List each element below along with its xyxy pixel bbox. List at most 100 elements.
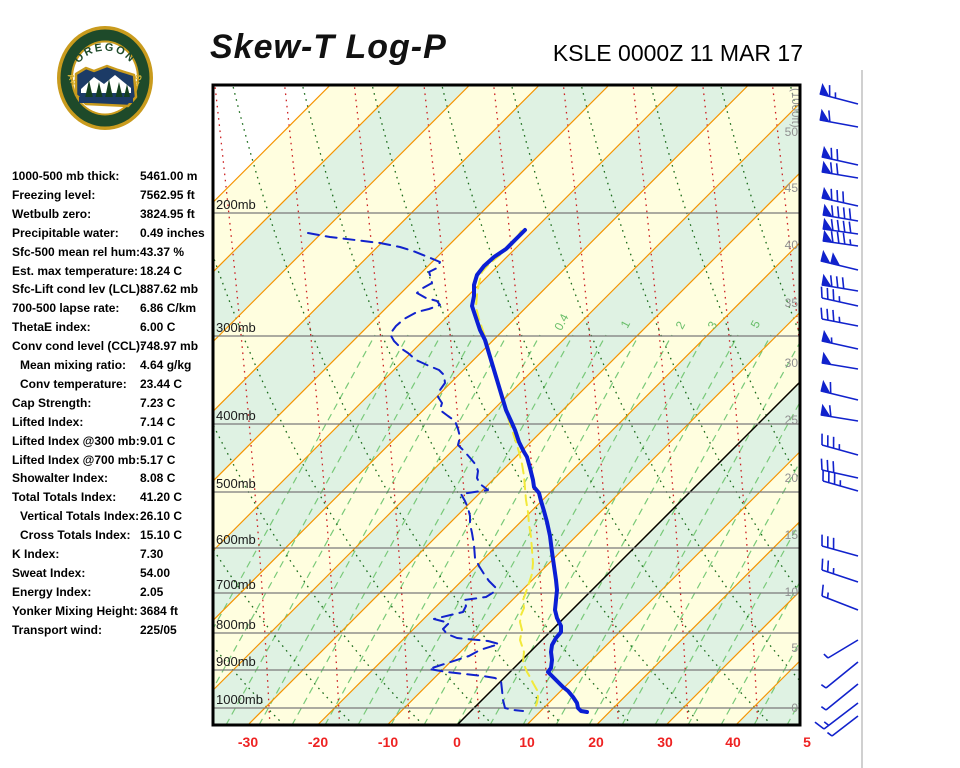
height-label: 45 xyxy=(785,181,799,195)
index-row: Yonker Mixing Height: 3684 ft xyxy=(0,604,213,623)
index-row: Cross Totals Index: 15.10 C xyxy=(0,528,213,547)
index-label: Total Totals Index: xyxy=(12,490,117,505)
index-label: Vertical Totals Index: xyxy=(20,509,140,524)
index-value: 887.62 mb xyxy=(140,282,199,297)
index-value: 2.05 xyxy=(140,584,164,599)
index-row: Freezing level: 7562.95 ft xyxy=(0,188,213,207)
index-row: K Index: 7.30 xyxy=(0,547,213,566)
height-label: 20 xyxy=(785,471,799,485)
odf-logo: OREGON DEPARTMENT OF FORESTRY xyxy=(55,24,153,130)
zero-isotherm xyxy=(456,380,800,725)
temperature-axis-label: 30 xyxy=(657,734,673,750)
index-value: 8.08 C xyxy=(140,471,176,486)
index-value: 6.00 C xyxy=(140,320,176,335)
index-row: ThetaE index: 6.00 C xyxy=(0,320,213,339)
index-label: Cross Totals Index: xyxy=(20,528,131,543)
index-label: Lifted Index @300 mb: xyxy=(12,433,140,448)
index-row: Lifted Index @300 mb: 9.01 C xyxy=(0,434,213,453)
indices-sidebar: 1000-500 mb thick: 5461.00 m Freezing leve… xyxy=(0,0,213,768)
index-row: Total Totals Index: 41.20 C xyxy=(0,490,213,509)
index-label: Precipitable water: xyxy=(12,225,119,240)
index-label: Conv cond level (CCL): xyxy=(12,339,145,354)
temperature-axis-label: 20 xyxy=(588,734,604,750)
index-value: 6.86 C/km xyxy=(140,301,197,316)
index-value: 3684 ft xyxy=(140,603,179,618)
index-value: 18.24 C xyxy=(140,263,183,278)
height-axis-title: Height xyxy=(803,88,815,122)
index-row: Mean mixing ratio: 4.64 g/kg xyxy=(0,358,213,377)
wind-barbs xyxy=(814,82,859,737)
index-value: 7.23 C xyxy=(140,395,176,410)
height-label: 35 xyxy=(785,296,799,310)
index-value: 54.00 xyxy=(140,565,171,580)
index-row: Sweat Index: 54.00 xyxy=(0,566,213,585)
pressure-label: 200mb xyxy=(216,197,256,212)
index-value: 23.44 C xyxy=(140,376,183,391)
index-value: 748.97 mb xyxy=(140,339,199,354)
temperature-axis-label: 10 xyxy=(519,734,535,750)
index-row: Conv cond level (CCL): 748.97 mb xyxy=(0,339,213,358)
temperature-axis-label: -10 xyxy=(378,734,398,750)
index-row: Lifted Index @700 mb: 5.17 C xyxy=(0,453,213,472)
index-value: 15.10 C xyxy=(140,528,183,543)
index-label: Sweat Index: xyxy=(12,565,86,580)
index-row: Energy Index: 2.05 xyxy=(0,585,213,604)
index-label: Est. max temperature: xyxy=(12,263,139,278)
pressure-label: 400mb xyxy=(216,408,256,423)
index-label: 1000-500 mb thick: xyxy=(12,169,120,183)
dewpoint-trace xyxy=(307,232,524,712)
pressure-label: 900mb xyxy=(216,654,256,669)
index-label: Showalter Index: xyxy=(12,471,109,486)
height-label: 40 xyxy=(785,238,799,252)
wetbulb-trace xyxy=(475,230,539,709)
pressure-label: 300mb xyxy=(216,320,256,335)
index-label: Transport wind: xyxy=(12,622,102,637)
index-label: Lifted Index: xyxy=(12,414,84,429)
logo-trees xyxy=(85,79,130,99)
index-value: 9.01 C xyxy=(140,433,176,448)
pressure-label: 800mb xyxy=(216,617,256,632)
index-label: Energy Index: xyxy=(12,584,92,599)
index-label: Sfc-500 mean rel hum: xyxy=(12,244,141,259)
index-label: K Index: xyxy=(12,547,60,561)
index-row: 700-500 lapse rate: 6.86 C/km xyxy=(0,301,213,320)
index-row: Vertical Totals Index: 26.10 C xyxy=(0,509,213,528)
index-row: Est. max temperature: 18.24 C xyxy=(0,264,213,283)
index-label: Lifted Index @700 mb: xyxy=(12,452,140,467)
plot-area: 200mb 300mb 400mb 500mb 600mb 700mb 800mb 900mb… xyxy=(213,85,815,725)
index-value: 5461.00 m xyxy=(140,169,198,183)
height-axis-title-units: (1000ft) xyxy=(789,88,801,128)
index-value: 225/05 xyxy=(140,622,177,637)
index-value: 4.64 g/kg xyxy=(140,358,192,372)
index-value: 7.30 xyxy=(140,547,164,561)
index-value: 3824.95 ft xyxy=(140,206,195,221)
height-label: 5 xyxy=(791,641,798,655)
page-title: Skew-T Log-P xyxy=(210,28,447,66)
index-label: Conv temperature: xyxy=(20,376,127,391)
index-value: 7562.95 ft xyxy=(140,187,195,202)
plot-border xyxy=(211,83,802,727)
index-row: Wetbulb zero: 3824.95 ft xyxy=(0,207,213,226)
index-label: 700-500 lapse rate: xyxy=(12,301,120,316)
height-label: 0 xyxy=(791,701,798,715)
temperature-axis-label: 40 xyxy=(725,734,741,750)
index-label: Wetbulb zero: xyxy=(12,206,92,221)
temperature-trace xyxy=(470,228,589,714)
index-value: 43.37 % xyxy=(140,244,185,259)
index-label: Sfc-Lift cond lev (LCL): xyxy=(12,282,144,297)
temperature-axis-label: 0 xyxy=(453,734,461,750)
temperature-axis-label: 5 xyxy=(803,734,811,750)
height-label: 25 xyxy=(785,413,799,427)
index-value: 41.20 C xyxy=(140,490,183,505)
index-value: 26.10 C xyxy=(140,509,183,524)
height-label: 15 xyxy=(785,528,799,542)
index-label: Freezing level: xyxy=(12,187,96,202)
index-row: 1000-500 mb thick: 5461.00 m xyxy=(0,169,213,188)
pressure-label: 600mb xyxy=(216,532,256,547)
pressure-label: 1000mb xyxy=(216,692,263,707)
height-label: 50 xyxy=(785,125,799,139)
index-value: 5.17 C xyxy=(140,452,176,467)
index-row: Precipitable water: 0.49 inches xyxy=(0,226,213,245)
